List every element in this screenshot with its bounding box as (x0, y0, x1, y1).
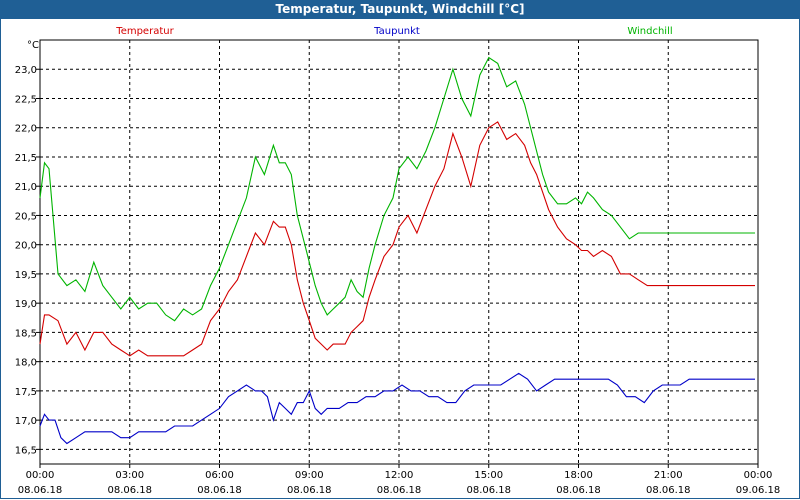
x-tick-date: 08.06.18 (18, 485, 63, 496)
y-tick-label: 21,0 (15, 182, 37, 193)
legend-entry-windchill: Windchill (627, 26, 672, 37)
y-tick-label: 22,5 (15, 94, 37, 105)
y-tick-label: 17,0 (15, 416, 37, 427)
x-tick-date: 08.06.18 (377, 485, 422, 496)
x-tick-date: 09.06.18 (736, 485, 781, 496)
x-tick-date: 08.06.18 (646, 485, 691, 496)
y-tick-label: 20,5 (15, 211, 37, 222)
y-tick-label: 20,0 (15, 241, 37, 252)
x-tick-date: 08.06.18 (107, 485, 152, 496)
y-tick-label: 18,5 (15, 328, 37, 339)
y-tick-label: 17,5 (15, 387, 37, 398)
x-tick-time: 06:00 (205, 470, 234, 481)
x-tick-time: 15:00 (474, 470, 503, 481)
y-tick-label: 21,5 (15, 153, 37, 164)
series-line-taupunkt (39, 372, 755, 445)
x-tick-time: 03:00 (115, 470, 144, 481)
series-lines (39, 56, 755, 445)
grid (40, 40, 758, 464)
series-line-temperatur (39, 121, 755, 357)
window-title: Temperatur, Taupunkt, Windchill [°C] (0, 0, 800, 19)
y-tick-label: 16,5 (15, 445, 37, 456)
x-tick-time: 09:00 (295, 470, 324, 481)
legend: Temperatur Taupunkt Windchill (115, 26, 672, 37)
legend-entry-temperatur: Temperatur (115, 26, 174, 37)
x-tick-date: 08.06.18 (466, 485, 511, 496)
x-tick-time: 00:00 (744, 470, 773, 481)
x-tick-date: 08.06.18 (197, 485, 242, 496)
series-line-windchill (39, 56, 755, 322)
x-tick-time: 12:00 (385, 470, 414, 481)
x-tick-time: 00:00 (26, 470, 55, 481)
x-axis: 00:00 08.06.18 03:00 08.06.18 06:00 08.06.18 0… (18, 464, 781, 496)
y-axis-unit-label: °C (27, 40, 39, 51)
y-tick-label: 22,0 (15, 124, 37, 135)
legend-entry-taupunkt: Taupunkt (373, 26, 420, 37)
x-tick-date: 08.06.18 (287, 485, 332, 496)
y-tick-label: 18,0 (15, 358, 37, 369)
y-axis: 16,5 17,0 17,5 18,0 18,5 19,0 19,5 20,0 20,5 21,0… (15, 65, 40, 456)
y-tick-label: 19,0 (15, 299, 37, 310)
y-tick-label: 23,0 (15, 65, 37, 76)
x-tick-time: 21:00 (654, 470, 683, 481)
x-tick-time: 18:00 (564, 470, 593, 481)
y-tick-label: 19,5 (15, 270, 37, 281)
x-tick-date: 08.06.18 (556, 485, 601, 496)
